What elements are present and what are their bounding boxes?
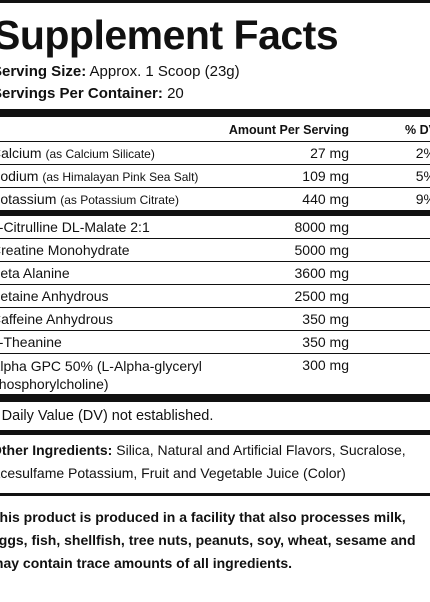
table-row: Sodium (as Himalayan Pink Sea Salt) 109 m… [0,165,430,188]
table-row: Calcium (as Calcium Silicate) 27 mg 2% [0,142,430,165]
ingredient-name: Betaine Anhydrous [0,288,109,304]
thick-rule [0,394,430,402]
amount: 5000 mg [294,242,349,258]
supplement-facts-label: Supplement Facts Serving Size: Approx. 1… [0,0,430,571]
ingredient-cell: Potassium (as Potassium Citrate) [0,191,179,207]
ingredient-name: Potassium [0,191,57,207]
table-header: Amount Per Serving % DV [0,117,430,141]
minerals: Calcium (as Calcium Silicate) 27 mg 2% Sodi… [0,142,430,210]
title: Supplement Facts [0,12,339,58]
ingredient-cell: L-Theanine [0,334,62,350]
ingredient-name: Caffeine Anhydrous [0,311,113,327]
other-label: Other Ingredients: [0,442,113,458]
table-row: Potassium (as Potassium Citrate) 440 mg 9% [0,188,430,210]
amount: 300 mg [302,357,349,373]
footnote: * Daily Value (DV) not established. [0,408,214,424]
ingredient-cell: Beta Alanine [0,265,70,281]
servings-per-container: Servings Per Container: 20 [0,83,430,105]
thick-rule [0,430,430,435]
ingredient-source: (as Potassium Citrate) [60,193,179,207]
serving-size: Serving Size: Approx. 1 Scoop (23g) [0,61,430,83]
thin-rule [0,141,430,142]
ingredient-cell: Creatine Monohydrate [0,242,130,258]
amount: 2500 mg [294,288,349,304]
thick-rule [0,109,430,117]
serving-size-value: Approx. 1 Scoop (23g) [89,63,240,80]
daily-value: 2% [415,145,430,161]
servings-label: Servings Per Container: [0,85,163,102]
amount: 350 mg [302,334,349,350]
servings-value: 20 [167,85,184,102]
amount: 440 mg [302,191,349,207]
ingredient-cell: Alpha GPC 50% (L-Alpha-glyceryl phosphor… [0,357,291,393]
dv-header: % DV [405,123,430,137]
ingredient-source: (L-Alpha-glyceryl phosphorylcholine) [0,358,202,392]
amount: 3600 mg [294,265,349,281]
ingredient-source: (as Himalayan Pink Sea Salt) [42,170,199,184]
ingredient-cell: Calcium (as Calcium Silicate) [0,145,155,161]
ingredient-name: Sodium [0,168,39,184]
amount: 350 mg [302,311,349,327]
other-ingredients: Other Ingredients: Silica, Natural and A… [0,435,430,493]
ingredient-name: L-Theanine [0,334,62,350]
allergen-statement: This product is produced in a facility t… [0,509,416,571]
amount-header: Amount Per Serving [228,123,349,137]
ingredient-name: L-Citrulline DL-Malate 2:1 [0,219,150,235]
ingredient-name: Creatine Monohydrate [0,242,130,258]
table-row: Alpha GPC 50% (L-Alpha-glyceryl phosphor… [0,354,430,394]
daily-value: 5% [415,168,430,184]
ingredient-cell: L-Citrulline DL-Malate 2:1 [0,219,150,235]
amount: 8000 mg [294,219,349,235]
daily-value: 9% [415,191,430,207]
serving-size-label: Serving Size: [0,63,87,80]
ingredient-cell: Sodium (as Himalayan Pink Sea Salt) [0,168,198,184]
ingredient-source: (as Calcium Silicate) [45,147,155,161]
amount: 109 mg [302,168,349,184]
ingredient-name: Beta Alanine [0,265,70,281]
ingredient-name: Alpha GPC 50% [0,358,93,374]
rule [0,493,430,496]
top-rule [0,0,430,3]
other-text: Silica, Natural and Artificial Flavors, … [0,442,406,481]
thick-rule [0,210,430,216]
ingredient-cell: Caffeine Anhydrous [0,311,113,327]
amount: 27 mg [310,145,349,161]
ingredient-cell: Betaine Anhydrous [0,288,109,304]
ingredient-name: Calcium [0,145,42,161]
